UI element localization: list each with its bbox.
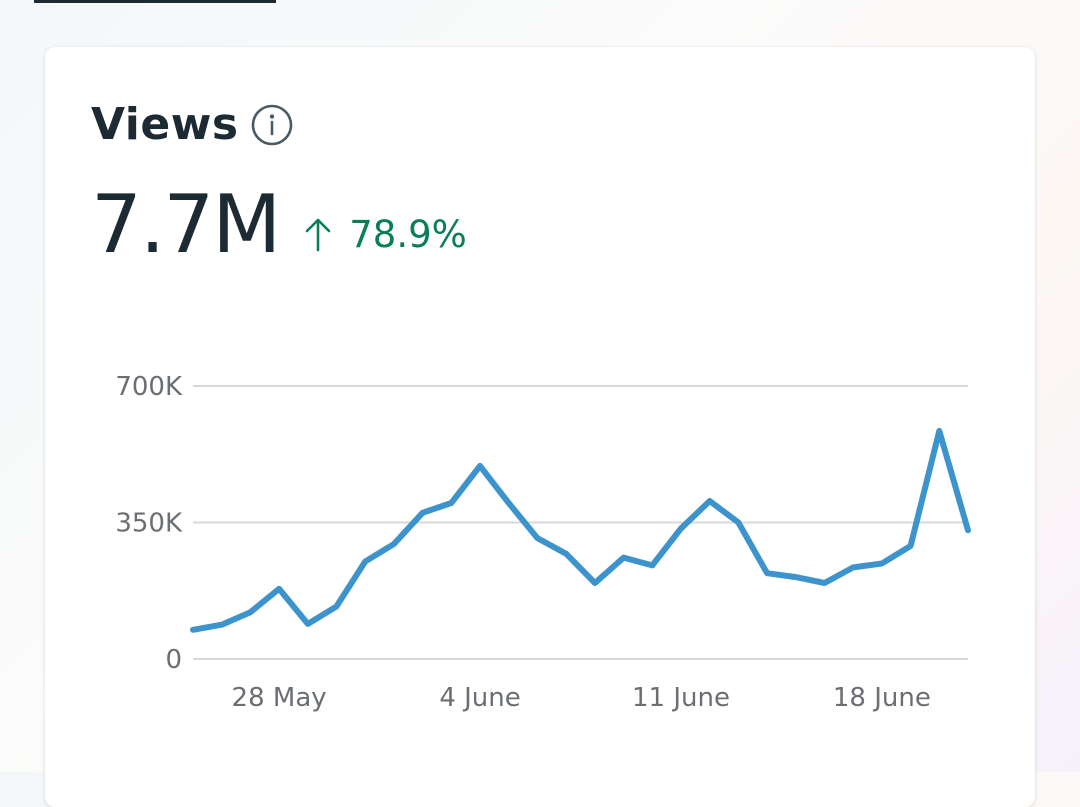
change-percent: 78.9%	[349, 212, 467, 256]
card-header: Views	[91, 99, 295, 150]
views-card: Views 7.7M 78.9%	[45, 47, 1035, 807]
info-icon[interactable]	[249, 102, 295, 148]
metric-value: 7.7M	[91, 178, 281, 271]
metric-row: 7.7M 78.9%	[91, 185, 467, 265]
card-title: Views	[91, 99, 239, 150]
active-tab-indicator	[34, 0, 276, 3]
arrow-up-icon	[303, 216, 333, 252]
metric-change: 78.9%	[303, 213, 467, 256]
